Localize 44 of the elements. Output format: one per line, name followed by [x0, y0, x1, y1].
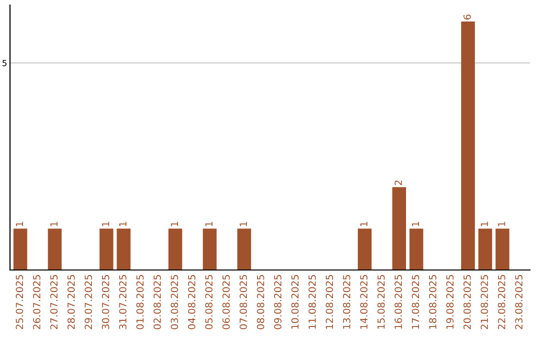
y-tick-label: 5 — [2, 60, 6, 66]
x-tick-label: 02.08.2025 — [154, 275, 161, 330]
x-tick-label: 12.08.2025 — [326, 275, 334, 329]
data-label: 1 — [480, 222, 488, 226]
data-label: 1 — [360, 222, 368, 226]
data-label: 1 — [50, 222, 58, 226]
x-tick-label: 28.07.2025 — [67, 275, 75, 330]
x-tick-label: 29.07.2025 — [84, 275, 92, 330]
x-tick-label: 20.08.2025 — [463, 275, 471, 330]
x-tick-label: 26.07.2025 — [33, 275, 40, 330]
x-tick-label: 22.08.2025 — [498, 275, 506, 330]
x-tick-label: 09.08.2025 — [274, 275, 282, 330]
x-tick-label: 16.08.2025 — [394, 275, 402, 329]
x-tick-label: 23.08.2025 — [515, 275, 522, 330]
data-label: 1 — [240, 222, 247, 226]
x-tick-label: 15.08.2025 — [377, 275, 385, 329]
x-tick-label: 08.08.2025 — [256, 275, 264, 330]
x-tick-label: 19.08.2025 — [446, 275, 454, 329]
data-label: 1 — [102, 222, 110, 226]
x-tick-label: 18.08.2025 — [429, 275, 436, 329]
data-label: 1 — [170, 222, 178, 226]
data-label: 1 — [119, 222, 126, 226]
x-tick-label: 27.07.2025 — [50, 275, 58, 330]
x-tick-label: 21.08.2025 — [480, 275, 488, 330]
data-label: 6 — [463, 14, 471, 20]
x-tick-label: 07.08.2025 — [240, 275, 247, 330]
x-tick-label: 31.07.2025 — [119, 275, 126, 330]
data-label: 2 — [394, 180, 402, 186]
data-label: 1 — [498, 222, 506, 226]
x-tick-label: 06.08.2025 — [222, 275, 230, 330]
x-tick-label: 11.08.2025 — [308, 275, 316, 329]
x-tick-label: 04.08.2025 — [188, 275, 196, 330]
x-tick-label: 01.08.2025 — [136, 275, 144, 330]
x-tick-label: 10.08.2025 — [291, 275, 299, 329]
data-label: 1 — [205, 222, 212, 226]
x-tick-label: 25.07.2025 — [16, 275, 24, 330]
x-tick-label: 13.08.2025 — [342, 275, 350, 329]
x-tick-label: 03.08.2025 — [170, 275, 178, 330]
data-label: 1 — [412, 222, 420, 226]
x-tick-label: 05.08.2025 — [205, 275, 213, 330]
data-label: 1 — [16, 222, 24, 226]
x-tick-label: 14.08.2025 — [360, 275, 368, 329]
x-tick-label: 30.07.2025 — [102, 275, 110, 330]
x-tick-label: 17.08.2025 — [412, 275, 420, 329]
